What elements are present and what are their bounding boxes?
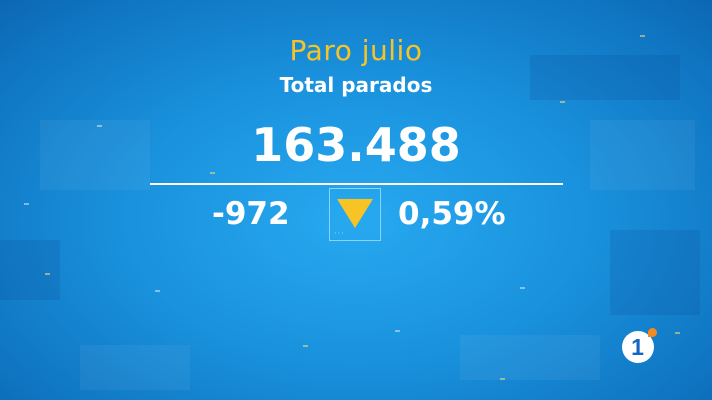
background-speck (395, 330, 400, 332)
background-tile (80, 345, 190, 390)
background-speck (45, 273, 50, 275)
trend-indicator: ··· (329, 188, 381, 241)
background-tile (0, 240, 60, 300)
divider-line (150, 183, 563, 185)
background-speck (520, 287, 525, 289)
background-tile (40, 120, 150, 190)
background-speck (560, 101, 565, 103)
background-speck (210, 172, 215, 174)
la1-channel-logo-icon: 1 (622, 328, 657, 363)
background-speck (97, 125, 102, 127)
graphic-title: Paro julio (289, 34, 423, 67)
background-tile (610, 230, 700, 315)
background-speck (24, 203, 29, 205)
background-speck (675, 332, 680, 334)
logo-flame-icon (648, 328, 657, 337)
percent-change-value: 0,59% (398, 196, 506, 232)
background-speck (500, 378, 505, 380)
background-tile (460, 335, 600, 380)
background-speck (155, 290, 160, 292)
decorative-dots: ··· (334, 229, 345, 238)
background-speck (640, 35, 645, 37)
channel-number: 1 (631, 333, 644, 360)
background-tile (530, 55, 680, 100)
background-speck (303, 345, 308, 347)
background-tile (590, 120, 695, 190)
total-unemployed-value: 163.488 (251, 118, 461, 172)
absolute-change-value: -972 (212, 196, 290, 232)
down-triangle-icon (337, 198, 373, 228)
graphic-subtitle: Total parados (279, 73, 433, 97)
